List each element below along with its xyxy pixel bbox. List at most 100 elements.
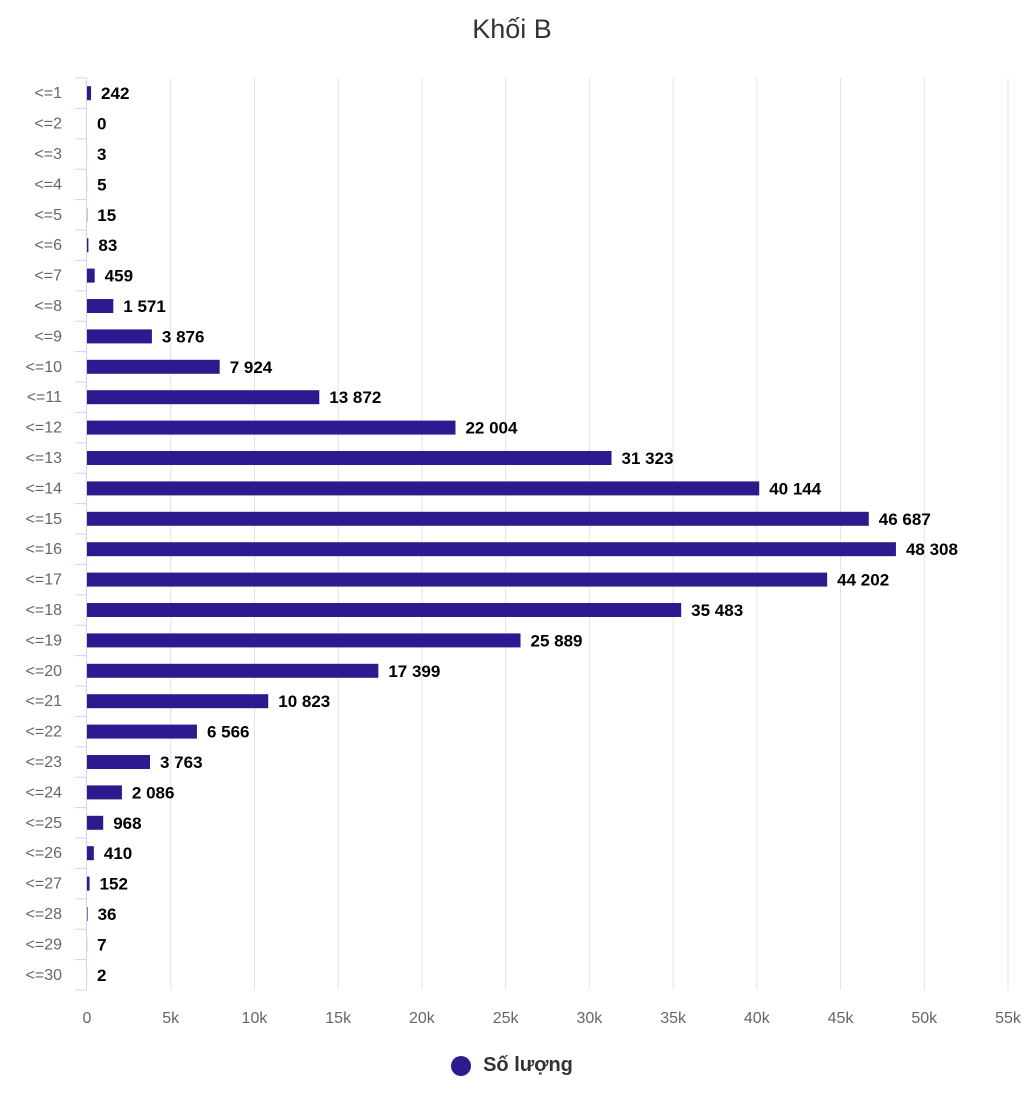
y-tick-label: <=16 xyxy=(26,541,63,558)
x-tick-label: 20k xyxy=(409,1010,436,1027)
y-tick-label: <=5 xyxy=(34,207,62,224)
bar[interactable] xyxy=(87,86,92,101)
data-label: 5 xyxy=(97,175,106,194)
data-label: 46 687 xyxy=(879,510,931,529)
y-tick-label: <=15 xyxy=(26,511,63,528)
y-tick-label: <=29 xyxy=(26,936,63,953)
y-tick-label: <=22 xyxy=(26,724,63,741)
bar[interactable] xyxy=(87,268,95,283)
y-tick-label: <=10 xyxy=(26,359,63,376)
bar[interactable] xyxy=(87,451,612,465)
x-tick-label: 10k xyxy=(242,1010,269,1027)
data-label: 3 876 xyxy=(162,327,205,346)
bar[interactable] xyxy=(87,755,151,769)
data-label: 48 308 xyxy=(906,540,958,559)
data-label: 459 xyxy=(105,267,133,286)
data-label: 2 086 xyxy=(132,783,175,802)
chart-title: Khối B xyxy=(472,14,552,44)
data-label: 44 202 xyxy=(837,571,889,590)
bar[interactable] xyxy=(87,815,104,830)
y-tick-label: <=20 xyxy=(26,663,63,680)
bar[interactable] xyxy=(87,481,760,496)
y-tick-label: <=14 xyxy=(26,480,63,497)
x-tick-label: 45k xyxy=(828,1010,855,1027)
x-tick-label: 15k xyxy=(325,1010,352,1027)
bar[interactable] xyxy=(87,663,379,678)
bar[interactable] xyxy=(87,359,220,374)
legend-marker xyxy=(451,1055,472,1076)
bar[interactable] xyxy=(87,846,94,861)
y-tick-label: <=13 xyxy=(26,450,63,467)
bar[interactable] xyxy=(87,633,521,648)
bar[interactable] xyxy=(87,238,89,253)
bar[interactable] xyxy=(87,785,122,800)
x-tick-label: 5k xyxy=(162,1010,180,1027)
data-label: 0 xyxy=(97,115,106,134)
bar[interactable] xyxy=(87,511,869,526)
data-label: 152 xyxy=(100,875,128,894)
y-tick-label: <=2 xyxy=(34,116,62,133)
y-tick-label: <=24 xyxy=(26,784,63,801)
bar[interactable] xyxy=(87,724,197,739)
data-label: 10 823 xyxy=(278,692,330,711)
y-tick-label: <=17 xyxy=(26,572,63,589)
y-tick-label: <=26 xyxy=(26,845,63,862)
y-tick-label: <=6 xyxy=(34,237,62,254)
bar[interactable] xyxy=(87,542,896,557)
data-label: 35 483 xyxy=(691,601,743,620)
data-label: 3 xyxy=(97,145,106,164)
y-tick-label: <=30 xyxy=(26,967,63,984)
y-tick-label: <=23 xyxy=(26,754,63,771)
data-label: 2 xyxy=(97,966,106,985)
data-label: 6 566 xyxy=(207,723,250,742)
data-label: 83 xyxy=(98,236,117,255)
bar[interactable] xyxy=(87,694,269,709)
x-tick-label: 35k xyxy=(660,1010,687,1027)
data-label: 3 763 xyxy=(160,753,203,772)
x-tick-label: 55k xyxy=(995,1010,1022,1027)
bar[interactable] xyxy=(87,603,682,617)
y-tick-label: <=12 xyxy=(26,420,63,437)
data-label: 40 144 xyxy=(769,479,822,498)
y-tick-label: <=1 xyxy=(34,85,62,102)
bar[interactable] xyxy=(87,907,88,921)
data-label: 25 889 xyxy=(531,631,583,650)
bar[interactable] xyxy=(87,299,114,313)
bar[interactable] xyxy=(87,390,320,405)
y-tick-label: <=8 xyxy=(34,298,62,315)
y-tick-label: <=27 xyxy=(26,876,63,893)
legend-label: Số lượng xyxy=(483,1054,573,1076)
data-label: 36 xyxy=(98,905,117,924)
y-tick-label: <=18 xyxy=(26,602,63,619)
data-label: 968 xyxy=(113,814,141,833)
y-tick-label: <=7 xyxy=(34,268,62,285)
bar[interactable] xyxy=(87,420,456,435)
data-label: 31 323 xyxy=(622,449,674,468)
y-tick-label: <=3 xyxy=(34,146,62,163)
y-tick-label: <=21 xyxy=(26,693,63,710)
x-tick-label: 30k xyxy=(576,1010,603,1027)
y-tick-label: <=19 xyxy=(26,632,63,649)
legend[interactable]: Số lượng xyxy=(0,1054,1024,1077)
x-tick-label: 40k xyxy=(744,1010,771,1027)
data-label: 1 571 xyxy=(123,297,166,316)
data-label: 7 xyxy=(97,935,106,954)
data-label: 22 004 xyxy=(465,419,518,438)
y-tick-label: <=11 xyxy=(27,389,62,406)
data-label: 242 xyxy=(101,84,129,103)
y-tick-label: <=4 xyxy=(34,176,62,193)
data-label: 17 399 xyxy=(388,662,440,681)
y-tick-label: <=28 xyxy=(26,906,63,923)
x-tick-label: 0 xyxy=(83,1010,92,1027)
data-label: 410 xyxy=(104,844,132,863)
data-label: 15 xyxy=(97,206,116,225)
bar[interactable] xyxy=(87,572,828,587)
x-tick-label: 50k xyxy=(911,1010,938,1027)
bar[interactable] xyxy=(87,329,152,344)
x-tick-label: 25k xyxy=(493,1010,520,1027)
bar[interactable] xyxy=(87,876,90,891)
data-label: 13 872 xyxy=(329,388,381,407)
y-tick-label: <=9 xyxy=(34,328,62,345)
data-label: 7 924 xyxy=(230,358,273,377)
